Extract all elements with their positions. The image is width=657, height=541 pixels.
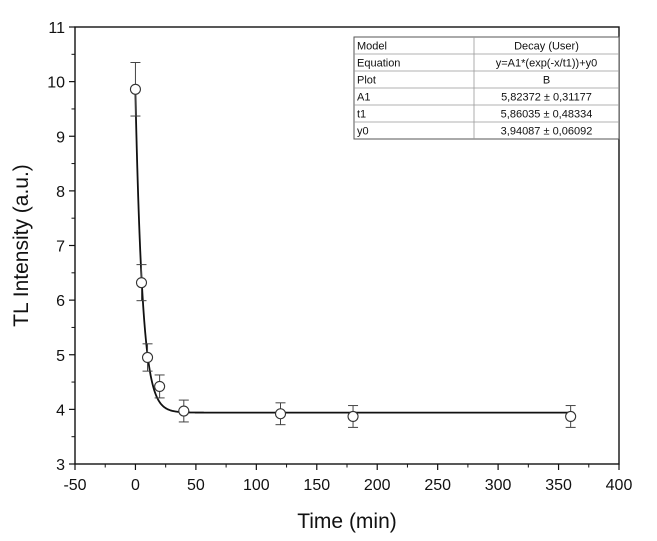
fit-table-key: t1 [357, 109, 366, 121]
data-point [135, 277, 148, 289]
y-tick-label: 8 [56, 184, 65, 201]
data-point [565, 410, 577, 423]
data-point [154, 380, 166, 392]
x-tick-label: 50 [187, 477, 205, 494]
fit-table-key: Model [357, 41, 387, 53]
y-tick-label: 9 [56, 129, 65, 146]
data-point [141, 351, 154, 364]
plot-layer [129, 62, 577, 428]
y-axis-label: TL Intensity (a.u.) [10, 164, 33, 327]
y-tick-label: 5 [56, 348, 65, 365]
x-axis-label: Time (min) [297, 510, 397, 533]
y-tick-label: 7 [56, 239, 65, 256]
y-tick-label: 10 [47, 75, 65, 92]
y-tick-label: 4 [56, 402, 65, 419]
fit-table: Model Decay (User) Equation y=A1*(exp(-x/t1… [353, 36, 620, 140]
x-tick-label: 300 [485, 477, 512, 494]
fit-table-value: B [543, 75, 550, 87]
fit-curve [134, 94, 571, 414]
x-tick-label: 0 [131, 477, 140, 494]
fit-table-key: A1 [357, 92, 370, 104]
fit-table-key: Plot [357, 75, 376, 87]
y-tick-label: 3 [56, 457, 65, 474]
x-tick-label: -50 [63, 477, 86, 494]
data-point [129, 83, 141, 95]
fit-table-value: 3,94087 ± 0,06092 [501, 126, 593, 138]
axes-layer: -50 0 50 100 150 200 250 300 350 400 3 4 5 6 7 8 9 10 11 [47, 20, 632, 494]
data-point [274, 408, 287, 420]
fit-table-key: Equation [357, 58, 400, 70]
y-tick-label: 6 [56, 293, 65, 310]
data-point [347, 410, 359, 423]
x-tick-label: 350 [545, 477, 572, 494]
x-tick-label: 150 [303, 477, 330, 494]
x-tick-label: 250 [424, 477, 451, 494]
x-tick-label: 200 [364, 477, 391, 494]
data-point [178, 405, 190, 417]
fit-table-value: 5,82372 ± 0,31177 [501, 92, 592, 104]
fit-table-value: y=A1*(exp(-x/t1))+y0 [496, 58, 597, 70]
fit-table-key: y0 [357, 126, 369, 138]
fit-table-value: 5,86035 ± 0,48334 [501, 109, 593, 121]
fit-table-value: Decay (User) [514, 41, 579, 53]
x-tick-label: 100 [243, 477, 270, 494]
y-tick-label: 11 [48, 20, 65, 37]
x-tick-label: 400 [606, 477, 633, 494]
